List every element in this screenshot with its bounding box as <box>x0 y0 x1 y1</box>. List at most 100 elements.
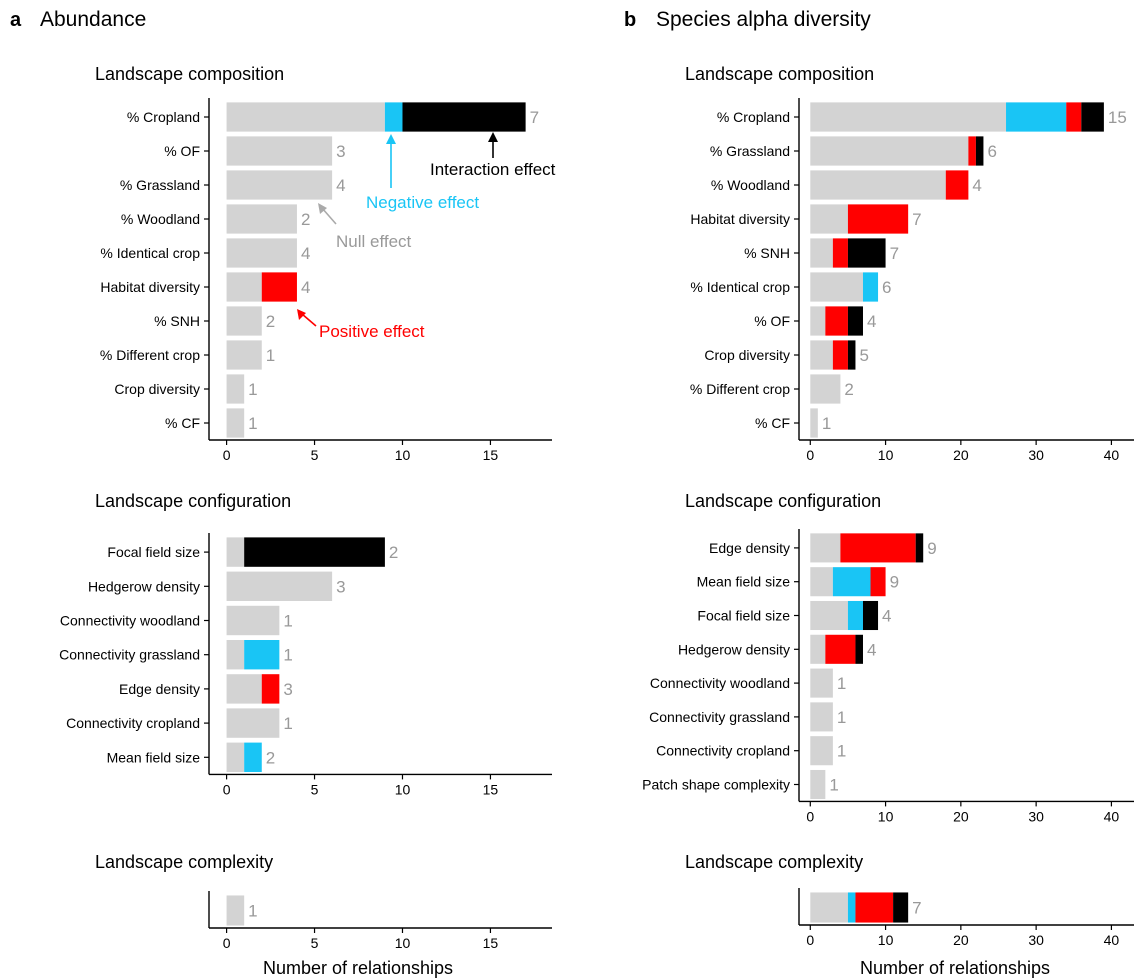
bar-null-pct-identical-crop <box>810 272 863 302</box>
subplot-title: Landscape complexity <box>95 852 273 872</box>
bar-null-patch-shape-complexity <box>810 769 826 800</box>
count-label-crop-diversity: 5 <box>859 346 868 365</box>
x-tick-label: 10 <box>878 808 894 824</box>
category-label-pct-snh: % SNH <box>154 313 200 329</box>
bar-null-pct-different-crop <box>810 374 841 404</box>
count-label-hedgerow-density: 3 <box>336 577 345 596</box>
bar-positive-hedgerow-density <box>825 634 856 664</box>
category-label-pct-of: % OF <box>754 313 790 329</box>
abundance-configuration-chart: Landscape configuration 2 Focal field size… <box>59 491 552 797</box>
count-label-pct-grassland: 4 <box>336 176 345 195</box>
positive-arrow <box>301 313 317 327</box>
count-label-mean-field-size: 2 <box>266 748 275 767</box>
bar-null-total <box>810 892 848 923</box>
panel-a-title: Abundance <box>40 8 146 31</box>
bar-null-connectivity-grassland <box>226 639 245 670</box>
bar-interaction-pct-grassland <box>975 136 984 166</box>
x-tick-label: 10 <box>395 935 411 951</box>
x-tick-label: 30 <box>1028 932 1044 948</box>
count-label-mean-field-size: 9 <box>890 573 899 592</box>
x-tick-label: 0 <box>223 781 231 797</box>
bar-positive-mean-field-size <box>870 567 886 597</box>
x-tick-label: 0 <box>223 447 231 463</box>
x-axis-label: Number of relationships <box>263 958 453 978</box>
count-label-edge-density: 9 <box>927 539 936 558</box>
category-label-connectivity-woodland: Connectivity woodland <box>60 613 200 629</box>
bar-null-pct-snh <box>810 238 833 268</box>
bar-interaction-pct-cropland <box>1081 102 1104 132</box>
category-label-mean-field-size: Mean field size <box>697 574 791 590</box>
count-label-hedgerow-density: 4 <box>867 640 876 659</box>
count-label-pct-cf: 1 <box>822 414 831 433</box>
bar-positive-pct-woodland <box>945 170 969 200</box>
count-label-edge-density: 3 <box>283 680 292 699</box>
interaction-effect-label: Interaction effect <box>430 160 556 179</box>
positive-arrowhead <box>297 309 306 320</box>
bar-null-edge-density <box>226 674 262 704</box>
bar-null-pct-cropland <box>226 102 385 132</box>
category-label-pct-grassland: % Grassland <box>120 177 200 193</box>
subplot-title: Landscape configuration <box>685 491 881 511</box>
bar-negative-total <box>847 892 856 923</box>
count-label-pct-woodland: 4 <box>972 176 981 195</box>
x-axis-label: Number of relationships <box>860 958 1050 978</box>
category-label-connectivity-grassland: Connectivity grassland <box>649 709 790 725</box>
bar-null-connectivity-grassland <box>810 702 833 732</box>
bar-null-hedgerow-density <box>810 634 826 664</box>
count-label-pct-different-crop: 1 <box>266 346 275 365</box>
category-label-crop-diversity: Crop diversity <box>114 381 200 397</box>
subplot-title: Landscape composition <box>95 64 284 84</box>
x-tick-label: 40 <box>1104 932 1120 948</box>
bar-null-habitat-diversity <box>810 204 848 234</box>
negative-arrowhead <box>386 134 396 144</box>
x-tick-label: 15 <box>483 935 499 951</box>
category-label-edge-density: Edge density <box>709 540 790 556</box>
interaction-arrowhead <box>488 132 498 142</box>
x-tick-label: 0 <box>806 932 814 948</box>
count-label-pct-cropland: 7 <box>530 108 539 127</box>
category-label-focal-field-size: Focal field size <box>107 544 200 560</box>
bar-null-focal-field-size <box>226 537 245 567</box>
x-tick-label: 10 <box>878 447 894 463</box>
count-label-total: 7 <box>912 899 921 918</box>
diversity-complexity-chart: Landscape complexity 7 0 10 20 30 40 Number of … <box>685 852 1134 978</box>
bar-null-pct-identical-crop <box>226 238 297 268</box>
count-label-focal-field-size: 4 <box>882 607 891 626</box>
bar-interaction-crop-diversity <box>847 340 856 370</box>
effect-annotations: Interaction effect Negative effect Null … <box>297 132 556 341</box>
diversity-configuration-chart: Landscape configuration 9 Edge density 9 Mea… <box>642 491 1134 824</box>
count-label-connectivity-woodland: 1 <box>837 674 846 693</box>
bar-negative-focal-field-size <box>847 600 863 631</box>
bar-negative-pct-cropland <box>384 102 403 132</box>
panel-a-letter: a <box>10 9 22 31</box>
x-tick-label: 10 <box>878 932 894 948</box>
bar-null-connectivity-woodland <box>810 668 833 698</box>
bar-negative-connectivity-grassland <box>244 639 280 670</box>
bar-null-pct-snh <box>226 306 262 336</box>
bar-interaction-edge-density <box>915 533 924 563</box>
x-tick-label: 20 <box>953 808 969 824</box>
x-tick-label: 30 <box>1028 447 1044 463</box>
bar-null-pct-cf <box>226 408 245 438</box>
count-label-pct-identical-crop: 6 <box>882 278 891 297</box>
null-arrow <box>321 207 337 225</box>
category-label-pct-snh: % SNH <box>744 245 790 261</box>
category-label-pct-woodland: % Woodland <box>711 177 790 193</box>
category-label-hedgerow-density: Hedgerow density <box>678 641 790 657</box>
count-label-pct-woodland: 2 <box>301 210 310 229</box>
bar-null-pct-grassland <box>810 136 969 166</box>
category-label-hedgerow-density: Hedgerow density <box>88 578 200 594</box>
category-label-habitat-diversity: Habitat diversity <box>100 279 200 295</box>
category-label-pct-of: % OF <box>164 143 200 159</box>
bar-negative-mean-field-size <box>244 742 262 773</box>
bar-positive-habitat-diversity <box>847 204 909 234</box>
bar-null-habitat-diversity <box>226 272 262 302</box>
count-label-pct-identical-crop: 4 <box>301 244 310 263</box>
category-label-connectivity-cropland: Connectivity cropland <box>656 743 790 759</box>
count-label-crop-diversity: 1 <box>248 380 257 399</box>
bar-interaction-pct-of <box>847 306 863 336</box>
bar-null-pct-woodland <box>226 204 297 234</box>
count-label-pct-snh: 2 <box>266 312 275 331</box>
count-label-pct-snh: 7 <box>890 244 899 263</box>
